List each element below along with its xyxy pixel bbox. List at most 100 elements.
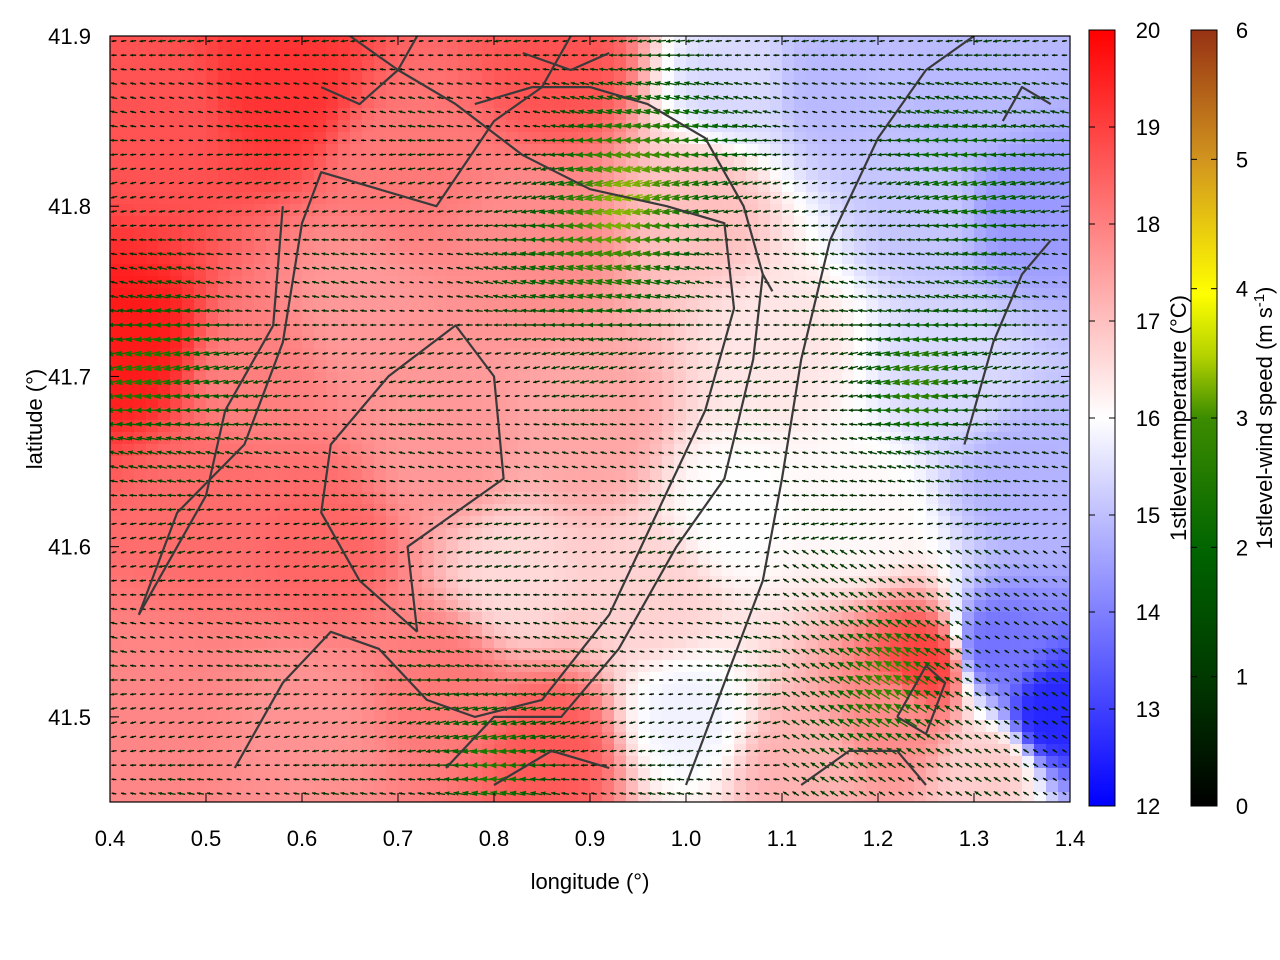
heatmap-cell <box>338 336 351 349</box>
heatmap-cell <box>806 180 819 193</box>
heatmap-cell <box>722 492 735 505</box>
heatmap-cell <box>638 732 651 745</box>
heatmap-cell <box>974 60 987 73</box>
heatmap-cell <box>650 672 663 685</box>
heatmap-cell <box>770 108 783 121</box>
heatmap-cell <box>854 396 867 409</box>
heatmap-cell <box>266 60 279 73</box>
heatmap-cell <box>458 780 471 793</box>
heatmap-cell <box>362 732 375 745</box>
heatmap-cell <box>698 48 711 61</box>
heatmap-cell <box>302 516 315 529</box>
heatmap-cell <box>338 768 351 781</box>
heatmap-cell <box>674 312 687 325</box>
heatmap-cell <box>758 312 771 325</box>
heatmap-cell <box>758 228 771 241</box>
heatmap-cell <box>722 732 735 745</box>
heatmap-cell <box>422 648 435 661</box>
heatmap-cell <box>986 384 999 397</box>
heatmap-cell <box>254 732 267 745</box>
heatmap-cell <box>290 72 303 85</box>
heatmap-cell <box>854 48 867 61</box>
heatmap-cell <box>950 312 963 325</box>
heatmap-cell <box>1058 288 1070 301</box>
heatmap-cell <box>302 468 315 481</box>
heatmap-cell <box>818 72 831 85</box>
heatmap-cell <box>1046 312 1059 325</box>
heatmap-cell <box>962 48 975 61</box>
heatmap-cell <box>638 708 651 721</box>
heatmap-cell <box>1046 768 1059 781</box>
heatmap-cell <box>626 540 639 553</box>
heatmap-cell <box>746 732 759 745</box>
heatmap-cell <box>266 780 279 793</box>
heatmap-cell <box>734 48 747 61</box>
heatmap-cell <box>362 240 375 253</box>
heatmap-cell <box>506 540 519 553</box>
heatmap-cell <box>398 444 411 457</box>
heatmap-cell <box>770 264 783 277</box>
heatmap-cell <box>230 288 243 301</box>
heatmap-cell <box>182 648 195 661</box>
heatmap-cell <box>386 240 399 253</box>
heatmap-cell <box>194 312 207 325</box>
heatmap-cell <box>818 384 831 397</box>
heatmap-cell <box>830 192 843 205</box>
heatmap-cell <box>326 48 339 61</box>
heatmap-cell <box>782 360 795 373</box>
heatmap-cell <box>254 516 267 529</box>
heatmap-cell <box>542 468 555 481</box>
heatmap-cell <box>926 168 939 181</box>
heatmap-cell <box>134 576 147 589</box>
heatmap-cell <box>974 48 987 61</box>
heatmap-cell <box>242 60 255 73</box>
heatmap-cell <box>746 396 759 409</box>
heatmap-cell <box>518 468 531 481</box>
heatmap-cell <box>350 108 363 121</box>
heatmap-cell <box>722 228 735 241</box>
heatmap-cell <box>458 132 471 145</box>
heatmap-cell <box>290 132 303 145</box>
heatmap-cell <box>110 756 123 769</box>
heatmap-cell <box>950 108 963 121</box>
heatmap-cell <box>626 444 639 457</box>
heatmap-cell <box>446 396 459 409</box>
heatmap-cell <box>770 744 783 757</box>
heatmap-cell <box>938 552 951 565</box>
heatmap-cell <box>674 396 687 409</box>
heatmap-cell <box>542 780 555 793</box>
heatmap-cell <box>230 72 243 85</box>
heatmap-cell <box>218 444 231 457</box>
heatmap-cell <box>1034 552 1047 565</box>
heatmap-cell <box>902 144 915 157</box>
heatmap-cell <box>998 36 1011 49</box>
heatmap-cell <box>734 84 747 97</box>
heatmap-cell <box>422 492 435 505</box>
heatmap-cell <box>422 168 435 181</box>
heatmap-cell <box>230 204 243 217</box>
heatmap-cell <box>170 336 183 349</box>
heatmap-cell <box>734 60 747 73</box>
heatmap-cell <box>410 696 423 709</box>
heatmap-cell <box>206 576 219 589</box>
heatmap-cell <box>290 576 303 589</box>
heatmap-cell <box>566 600 579 613</box>
heatmap-cell <box>350 384 363 397</box>
heatmap-cell <box>674 732 687 745</box>
heatmap-cell <box>734 756 747 769</box>
heatmap-cell <box>446 84 459 97</box>
heatmap-cell <box>758 384 771 397</box>
heatmap-cell <box>722 516 735 529</box>
heatmap-cell <box>710 576 723 589</box>
heatmap-cell <box>506 120 519 133</box>
heatmap-cell <box>1046 492 1059 505</box>
heatmap-cell <box>338 672 351 685</box>
heatmap-cell <box>998 264 1011 277</box>
heatmap-cell <box>446 468 459 481</box>
heatmap-cell <box>386 756 399 769</box>
heatmap-cell <box>950 516 963 529</box>
heatmap-cell <box>566 576 579 589</box>
heatmap-cell <box>734 576 747 589</box>
heatmap-cell <box>842 288 855 301</box>
heatmap-cell <box>494 312 507 325</box>
